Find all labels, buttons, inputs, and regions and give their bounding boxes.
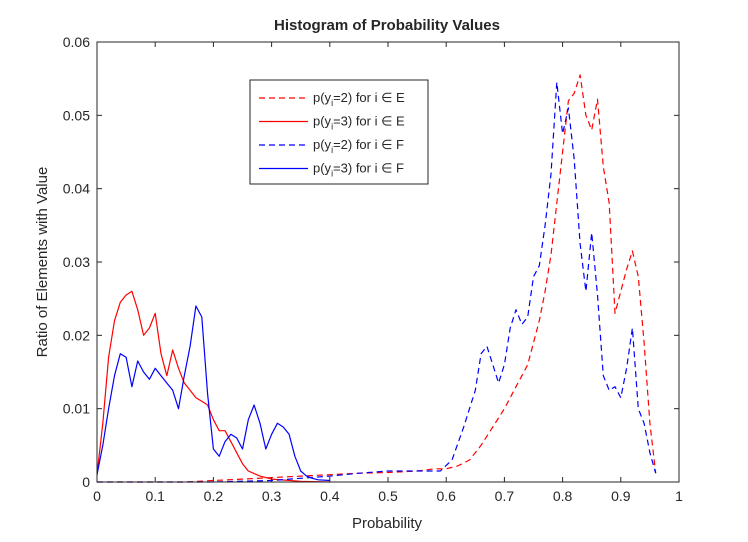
x-tick-label: 0.3 [262, 488, 282, 504]
x-tick-label: 0.7 [495, 488, 515, 504]
y-axis-label: Ratio of Elements with Value [34, 167, 51, 358]
legend: p(yi=2) for i ∈ E p(yi=3) for i ∈ E p(yi=2… [249, 79, 429, 185]
legend-label-4: p(yi=3) for i ∈ F [313, 161, 404, 179]
legend-label-3: p(yi=2) for i ∈ F [313, 137, 404, 155]
y-tick-label: 0.01 [63, 401, 90, 417]
legend-label-2: p(yi=3) for i ∈ E [313, 114, 405, 132]
series-line-2 [96, 290, 330, 483]
axes-layer: 0 0.1 0.2 0.3 0.4 0.5 0.6 0.7 0.8 0.9 1 0 0.01 0.02 0.… [63, 34, 683, 504]
x-tick-label: 0 [93, 488, 101, 504]
x-tick-label: 0.5 [378, 488, 398, 504]
series-layer [96, 74, 657, 483]
y-tick-label: 0.05 [63, 107, 90, 123]
x-tick-label: 0.2 [204, 488, 224, 504]
x-tick-label: 0.8 [553, 488, 573, 504]
legend-label-1: p(yi=2) for i ∈ E [313, 90, 405, 108]
legend-box [249, 79, 429, 185]
y-tick-label: 0 [82, 474, 90, 490]
chart-title: Histogram of Probability Values [274, 17, 500, 34]
x-axis-label: Probability [352, 515, 423, 532]
x-tick-label: 1 [675, 488, 683, 504]
y-tick-label: 0.04 [63, 181, 90, 197]
y-tick-label: 0.06 [63, 34, 90, 50]
x-tick-label: 0.1 [145, 488, 165, 504]
series-line-3 [97, 81, 657, 483]
y-tick-label: 0.02 [63, 327, 90, 343]
series-line-4 [96, 305, 330, 482]
x-tick-label: 0.9 [611, 488, 631, 504]
x-tick-label: 0.4 [320, 488, 340, 504]
x-tick-label: 0.6 [436, 488, 456, 504]
y-tick-label: 0.03 [63, 254, 90, 270]
